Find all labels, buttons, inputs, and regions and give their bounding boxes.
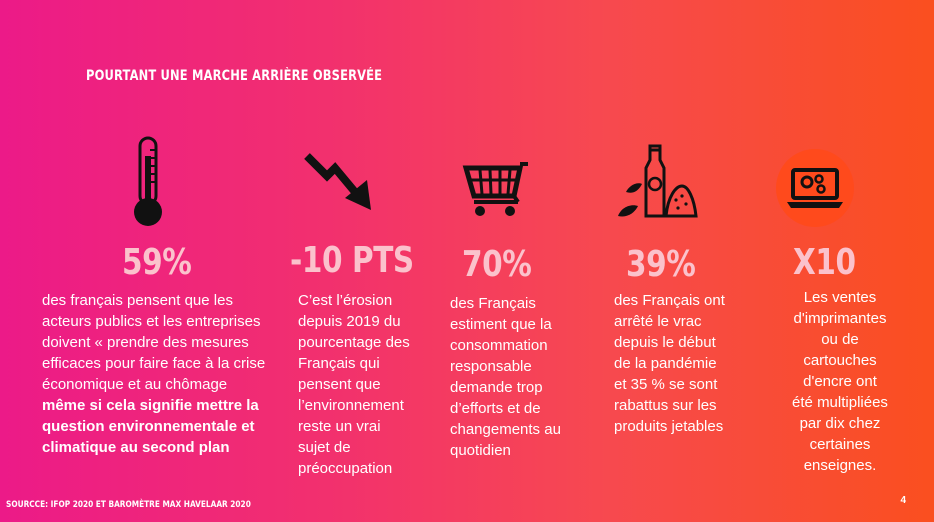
description-line: et 35 % se sont xyxy=(614,376,718,393)
stat-description-2: C’est l’érosion depuis 2019 du pourcentage… xyxy=(298,290,410,479)
description-line: des Français ont xyxy=(614,292,725,309)
shopping-cart-icon xyxy=(462,160,540,223)
description-line: consommation xyxy=(450,337,548,354)
description-line: des français pensent que les xyxy=(42,292,233,309)
description-line: d'encre ont xyxy=(803,373,877,390)
description-line: cartouches xyxy=(803,352,877,369)
description-line: l’environnement xyxy=(298,397,404,414)
laptop-gears-icon xyxy=(775,148,855,233)
description-line: Français qui xyxy=(298,355,380,372)
stat-description-1: des français pensent que les acteurs publ… xyxy=(42,290,265,458)
stat-value-4: 39% xyxy=(626,244,696,285)
description-line: quotidien xyxy=(450,442,511,459)
description-line: demande trop xyxy=(450,379,543,396)
description-line: arrêté le vrac xyxy=(614,313,702,330)
description-line: efficaces pour faire face à la crise xyxy=(42,355,266,372)
description-line: estiment que la xyxy=(450,316,552,333)
description-line: pensent que xyxy=(298,376,381,393)
description-line: Les ventes xyxy=(803,289,877,306)
source-note: Sourcce: IFOP 2020 et Baromètre Max Have… xyxy=(6,500,251,510)
slide-title: Pourtant une marche arrière observée xyxy=(86,68,383,84)
description-line: acteurs publics et les entreprises xyxy=(42,313,261,330)
description-line: depuis le début xyxy=(614,334,716,351)
description-line: d’efforts et de xyxy=(450,400,541,417)
stat-value-1: 59% xyxy=(122,242,192,283)
description-line: préoccupation xyxy=(298,460,393,477)
thermometer-icon xyxy=(128,136,168,237)
stat-description-4: des Français ont arrêté le vrac depuis le … xyxy=(614,290,725,437)
description-line: ou de xyxy=(821,331,859,348)
description-line: changements au xyxy=(450,421,561,438)
description-line: été multipliées xyxy=(792,394,888,411)
description-line: même si cela signifie mettre la xyxy=(42,397,259,414)
description-line: produits jetables xyxy=(614,418,724,435)
stat-description-5: Les ventes d'imprimantes ou de cartouches d'… xyxy=(786,287,894,476)
bulk-grocery-icon xyxy=(616,140,700,225)
description-line: rabattus sur les xyxy=(614,397,717,414)
description-line: question environnementale et xyxy=(42,418,255,435)
page-number: 4 xyxy=(900,495,906,506)
description-line: C’est l’érosion xyxy=(298,292,393,309)
description-line: des Français xyxy=(450,295,536,312)
description-line: sujet de xyxy=(298,439,351,456)
description-line: certaines xyxy=(809,436,871,453)
stat-value-3: 70% xyxy=(462,244,532,285)
stat-description-3: des Français estiment que la consommation r… xyxy=(450,293,561,461)
stat-value-2: -10 PTS xyxy=(290,240,414,281)
description-line: reste un vrai xyxy=(298,418,381,435)
description-line: doivent « prendre des mesures xyxy=(42,334,249,351)
description-line: par dix chez xyxy=(799,415,881,432)
trend-down-arrow-icon xyxy=(303,152,377,217)
description-line: pourcentage des xyxy=(298,334,410,351)
description-line: depuis 2019 du xyxy=(298,313,401,330)
description-line: de la pandémie xyxy=(614,355,717,372)
description-line: responsable xyxy=(450,358,532,375)
description-line: climatique au second plan xyxy=(42,439,230,456)
description-line: enseignes. xyxy=(803,457,877,474)
description-line: économique et au chômage xyxy=(42,376,228,393)
stat-value-5: X10 xyxy=(793,242,856,283)
description-line: d'imprimantes xyxy=(793,310,887,327)
